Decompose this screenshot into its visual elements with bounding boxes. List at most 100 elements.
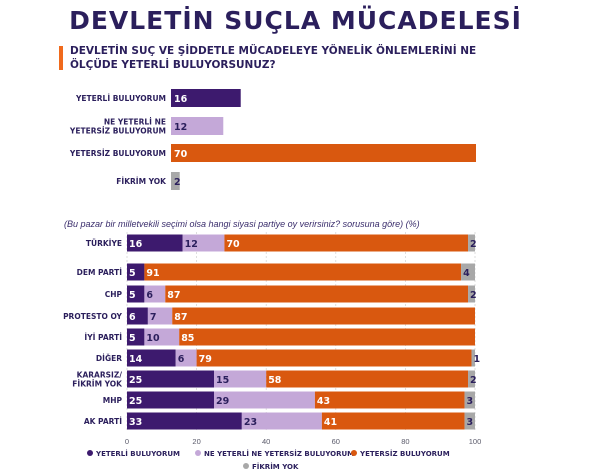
x-tick-60: 60	[332, 437, 340, 446]
party-label-2: CHP	[105, 290, 123, 299]
party-bar-6-s2	[266, 370, 469, 388]
party-value-8-s1: 23	[244, 417, 257, 428]
party-value-2-s3: 2	[470, 290, 477, 301]
party-bar-8-s3	[464, 412, 475, 430]
party-bar-3-s0	[127, 307, 148, 325]
x-tick-40: 40	[262, 437, 270, 446]
party-value-0-s3: 2	[470, 239, 477, 250]
party-label-0: TÜRKİYE	[86, 239, 122, 248]
legend-marker-0	[87, 450, 93, 456]
party-label-8: AK PARTİ	[84, 417, 122, 426]
party-value-3-s2: 87	[174, 312, 187, 323]
legend-marker-2	[351, 450, 357, 456]
party-value-3-s0: 6	[129, 312, 136, 323]
party-bar-1-s3	[461, 263, 475, 281]
chart-subtitle: (Bu pazar bir milletvekili seçimi olsa h…	[64, 219, 420, 229]
party-value-7-s2: 43	[317, 396, 330, 407]
answer-label-1: NE YETERLİ NE YETERSİZ BULUYORUM	[69, 118, 166, 136]
party-value-3-s1: 7	[150, 312, 157, 323]
x-tick-80: 80	[401, 437, 409, 446]
party-value-1-s2: 91	[146, 268, 159, 279]
party-bar-2-s1	[144, 285, 166, 303]
party-bar-2-s0	[127, 285, 145, 303]
x-tick-0: 0	[125, 437, 129, 446]
party-value-0-s1: 12	[185, 239, 198, 250]
party-bar-7-s2	[314, 391, 465, 409]
party-value-5-s0: 14	[129, 354, 143, 365]
chart-title: DEVLETİN SUÇLA MÜCADELESİ	[69, 6, 522, 35]
answer-value-2: 70	[174, 149, 188, 160]
party-value-1-s0: 5	[129, 268, 136, 279]
party-value-1-s3: 4	[463, 268, 470, 279]
party-label-5: DİĞER	[96, 354, 122, 363]
party-value-5-s1: 6	[178, 354, 185, 365]
party-label-1: DEM PARTİ	[77, 268, 123, 277]
party-bar-0-s3	[468, 234, 475, 252]
answer-bar-2	[171, 144, 476, 162]
legend-label-1: NE YETERLİ NE YETERSİZ BULUYORUM	[204, 449, 354, 458]
party-label-3: PROTESTO OY	[63, 312, 122, 321]
party-bar-2-s2	[165, 285, 469, 303]
party-bar-4-s0	[127, 328, 145, 346]
question-accent-bar	[59, 46, 63, 70]
party-label-4: İYİ PARTİ	[84, 333, 122, 342]
party-value-7-s0: 25	[129, 396, 142, 407]
answer-label-3: FİKRİM YOK	[116, 177, 167, 186]
answer-bar-3	[171, 172, 180, 190]
party-value-2-s1: 6	[146, 290, 153, 301]
party-bar-6-s1	[214, 370, 267, 388]
legend-marker-3	[243, 463, 249, 469]
answer-value-3: 2	[174, 177, 181, 188]
answer-value-0: 16	[174, 94, 188, 105]
party-bar-5-s2	[196, 349, 472, 367]
party-value-0-s2: 70	[226, 239, 240, 250]
party-bar-0-s1	[182, 234, 225, 252]
party-value-0-s0: 16	[129, 239, 143, 250]
party-value-8-s2: 41	[324, 417, 337, 428]
answer-bar-0	[171, 89, 241, 107]
party-bar-0-s0	[127, 234, 183, 252]
party-value-4-s0: 5	[129, 333, 136, 344]
legend-label-0: YETERLİ BULUYORUM	[95, 449, 180, 458]
question-text: DEVLETİN SUÇ VE ŞİDDETLE MÜCADELEYE YÖNE…	[70, 45, 477, 71]
party-bar-5-s3	[471, 349, 475, 367]
party-value-2-s0: 5	[129, 290, 136, 301]
party-bar-7-s1	[214, 391, 315, 409]
answer-label-2: YETERSİZ BULUYORUM	[69, 149, 166, 158]
party-bar-5-s1	[175, 349, 197, 367]
party-value-7-s1: 29	[216, 396, 229, 407]
party-value-2-s2: 87	[167, 290, 180, 301]
party-bar-3-s2	[172, 307, 476, 325]
party-value-5-s2: 79	[199, 354, 212, 365]
legend-label-3: FİKRİM YOK	[252, 462, 299, 471]
party-bar-1-s2	[144, 263, 462, 281]
party-bar-4-s2	[179, 328, 475, 346]
party-bar-7-s0	[127, 391, 214, 409]
party-bar-8-s2	[321, 412, 465, 430]
party-bar-8-s0	[127, 412, 242, 430]
party-value-6-s3: 2	[470, 375, 477, 386]
party-bar-4-s1	[144, 328, 180, 346]
party-value-6-s2: 58	[268, 375, 282, 386]
answer-bar-1	[171, 117, 224, 135]
x-tick-100: 100	[469, 437, 482, 446]
party-bar-6-s0	[127, 370, 214, 388]
answer-label-0: YETERLİ BULUYORUM	[75, 94, 166, 103]
party-bar-7-s3	[464, 391, 475, 409]
party-value-6-s0: 25	[129, 375, 142, 386]
answer-value-1: 12	[174, 122, 187, 133]
party-label-7: MHP	[103, 396, 123, 405]
party-label-6: KARARSIZ/FİKRİM YOK	[72, 371, 123, 389]
party-bar-3-s1	[147, 307, 173, 325]
party-value-7-s3: 3	[467, 396, 474, 407]
party-value-8-s3: 3	[467, 417, 474, 428]
party-value-5-s3: 1	[474, 354, 481, 365]
party-bar-0-s2	[224, 234, 469, 252]
party-bar-2-s3	[468, 285, 475, 303]
party-bar-5-s0	[127, 349, 176, 367]
legend-marker-1	[195, 450, 201, 456]
party-value-4-s1: 10	[146, 333, 160, 344]
party-bar-1-s0	[127, 263, 145, 281]
party-bar-6-s3	[468, 370, 475, 388]
